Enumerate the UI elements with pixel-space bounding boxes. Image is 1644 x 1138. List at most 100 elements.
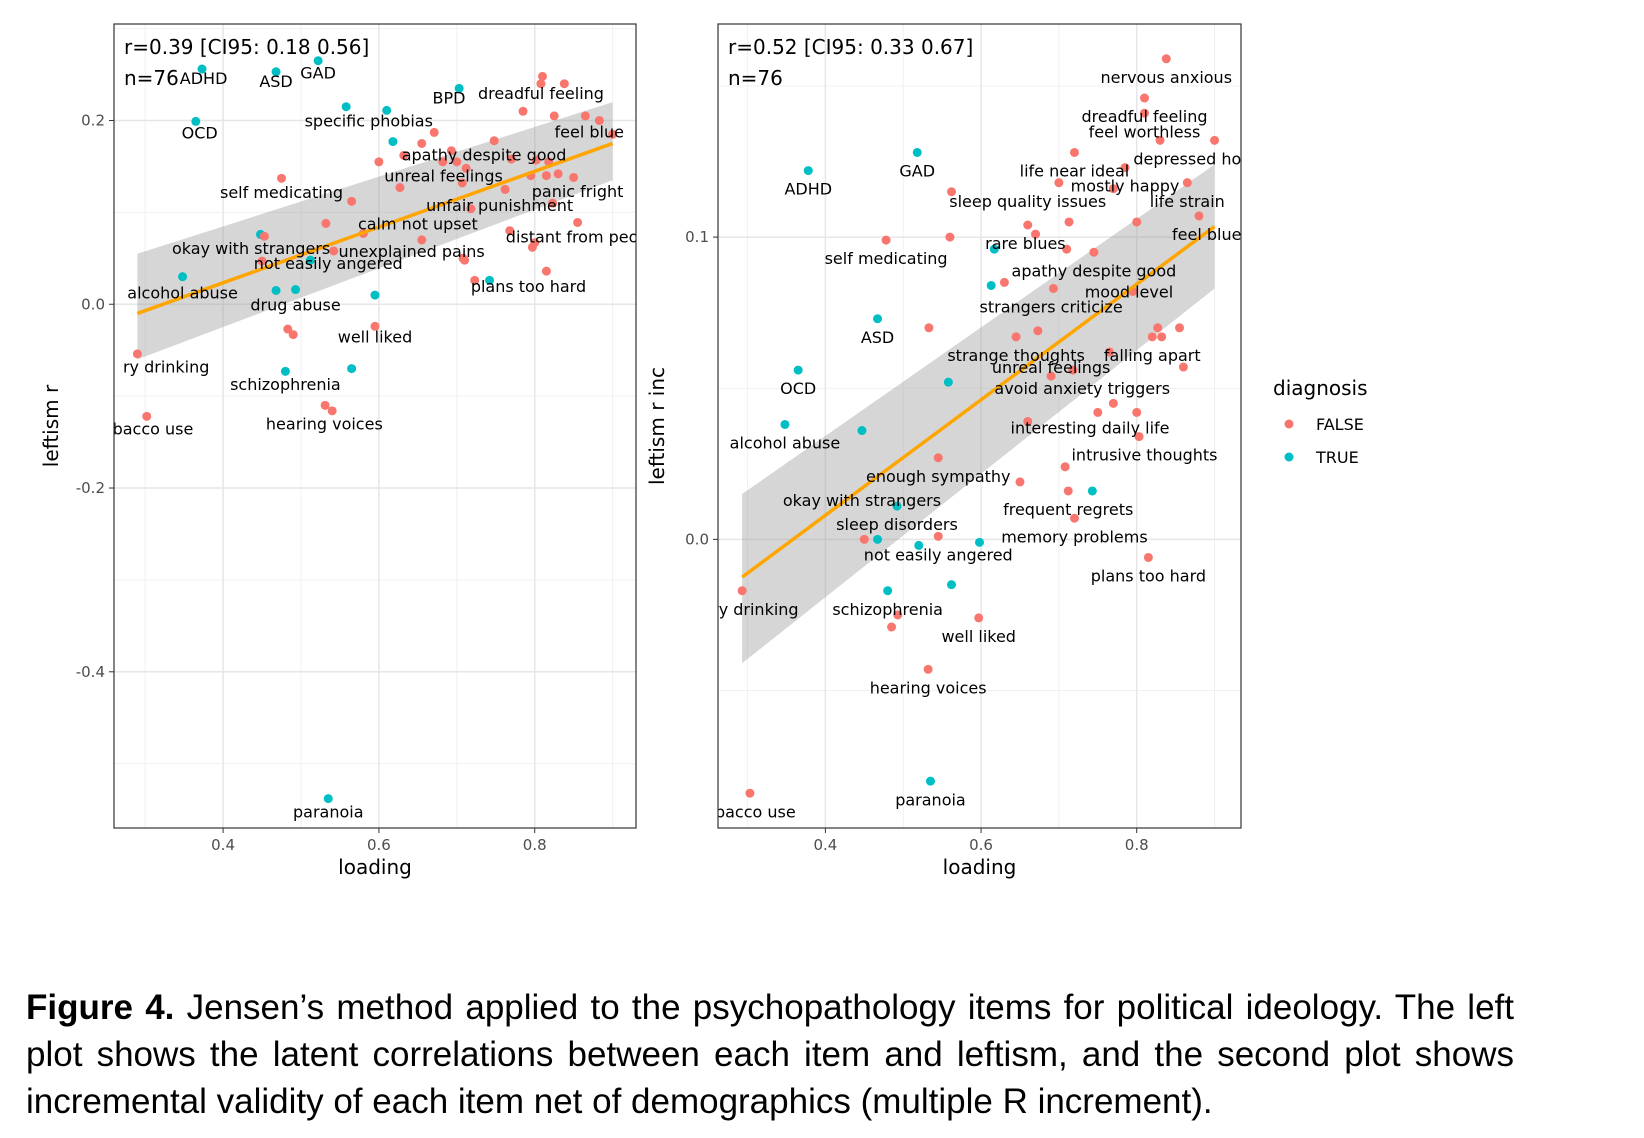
data-point-diagnosis-false (1182, 178, 1192, 188)
point-label: interesting daily life (1011, 419, 1170, 438)
point-label: life near ideal (1020, 162, 1130, 181)
data-point-diagnosis-false (541, 266, 551, 276)
correlation-annotation: r=0.39 [CI95: 0.18 0.56] (124, 35, 369, 59)
data-point-diagnosis-false (1104, 347, 1114, 357)
point-label: depressed ho (1133, 150, 1241, 169)
point-label: bacco use (715, 802, 796, 821)
point-label: OCD (182, 123, 218, 142)
data-point-diagnosis-false (1054, 178, 1064, 188)
data-point-diagnosis-false (527, 242, 537, 252)
data-point-diagnosis-false (277, 173, 287, 183)
data-point-diagnosis-false (347, 196, 357, 206)
data-point-diagnosis-false (429, 127, 439, 137)
data-point-diagnosis-true (178, 272, 188, 282)
data-point-diagnosis-true (341, 102, 351, 112)
data-point-diagnosis-false (1048, 283, 1058, 293)
caption-text: Jensen’s method applied to the psychopat… (26, 988, 1514, 1121)
point-label: bacco use (113, 419, 194, 438)
point-label: ADHD (784, 180, 832, 199)
point-label: GAD (300, 64, 336, 83)
point-label: hearing voices (870, 678, 987, 697)
data-point-diagnosis-false (399, 150, 409, 160)
x-tick-label: 0.4 (813, 836, 837, 854)
data-point-diagnosis-false (506, 154, 516, 164)
point-label: plans too hard (471, 277, 586, 296)
data-point-diagnosis-false (1155, 135, 1165, 145)
data-point-diagnosis-false (1175, 323, 1185, 333)
data-point-diagnosis-true (1087, 486, 1097, 496)
caption-label: Figure 4. (26, 988, 175, 1027)
data-point-diagnosis-false (288, 330, 298, 340)
data-point-diagnosis-false (945, 232, 955, 242)
data-point-diagnosis-false (745, 788, 755, 798)
data-point-diagnosis-true (305, 255, 315, 265)
point-label: paranoia (895, 790, 966, 809)
point-label: BPD (433, 89, 466, 108)
panel-border (717, 23, 1242, 829)
data-point-diagnosis-false (489, 136, 499, 146)
data-point-diagnosis-true (780, 419, 790, 429)
point-label: unreal feelings (384, 167, 503, 186)
data-point-diagnosis-true (912, 147, 922, 157)
y-tick-label: -0.4 (76, 663, 105, 681)
point-label: okay with strangers (783, 491, 941, 510)
data-point-diagnosis-false (573, 217, 583, 227)
data-point-diagnosis-false (559, 79, 569, 89)
point-label: apathy despite good (1012, 261, 1177, 280)
data-point-diagnosis-false (457, 178, 467, 188)
legend-key (1284, 419, 1294, 429)
regression-line (741, 225, 1216, 579)
data-point-diagnosis-false (999, 277, 1009, 287)
data-point-diagnosis-false (538, 71, 548, 81)
data-point-diagnosis-false (1060, 462, 1070, 472)
data-point-diagnosis-false (1062, 244, 1072, 254)
legend-label: TRUE (1315, 448, 1359, 467)
data-point-diagnosis-false (608, 129, 618, 139)
data-point-diagnosis-true (793, 365, 803, 375)
data-point-diagnosis-false (974, 613, 984, 623)
data-point-diagnosis-false (466, 204, 476, 214)
data-point-diagnosis-true (382, 105, 392, 115)
point-label: alcohol abuse (730, 434, 841, 453)
n-annotation: n=76 (124, 66, 179, 90)
point-label: strangers criticize (980, 298, 1123, 317)
point-label: alcohol abuse (127, 283, 238, 302)
y-axis-title: leftism r (39, 384, 63, 467)
y-axis-title: leftism r inc (645, 367, 669, 485)
data-point-diagnosis-true (485, 275, 495, 285)
data-point-diagnosis-true (873, 534, 883, 544)
data-point-diagnosis-false (1069, 513, 1079, 523)
data-point-diagnosis-true (873, 314, 883, 324)
data-point-diagnosis-false (1064, 217, 1074, 227)
diagnosis-legend: diagnosis FALSE TRUE (1273, 376, 1368, 467)
point-label: feel blue (1172, 225, 1241, 244)
point-label: hearing voices (266, 415, 383, 434)
data-point-diagnosis-false (548, 198, 558, 208)
point-label: apathy despite good (402, 145, 567, 164)
data-point-diagnosis-false (1132, 217, 1142, 227)
data-point-diagnosis-true (388, 137, 398, 147)
data-point-diagnosis-false (500, 184, 510, 194)
data-point-diagnosis-true (454, 83, 464, 93)
data-point-diagnosis-false (1210, 135, 1220, 145)
data-point-diagnosis-true (280, 366, 290, 376)
point-label: dreadful feeling (1081, 107, 1207, 126)
point-label: OCD (780, 379, 816, 398)
data-point-diagnosis-false (142, 411, 152, 421)
data-point-diagnosis-false (737, 586, 747, 596)
data-point-diagnosis-false (569, 172, 579, 182)
point-label: ry drinking (123, 358, 209, 377)
data-point-diagnosis-false (1046, 371, 1056, 381)
data-point-diagnosis-false (1093, 407, 1103, 417)
data-point-diagnosis-true (370, 290, 380, 300)
data-point-diagnosis-true (347, 364, 357, 374)
data-point-diagnosis-false (1120, 163, 1130, 173)
data-point-diagnosis-true (313, 56, 323, 66)
data-point-diagnosis-false (320, 400, 330, 410)
data-point-diagnosis-false (1011, 332, 1021, 342)
data-point-diagnosis-false (1139, 93, 1149, 103)
data-point-diagnosis-false (329, 246, 339, 256)
